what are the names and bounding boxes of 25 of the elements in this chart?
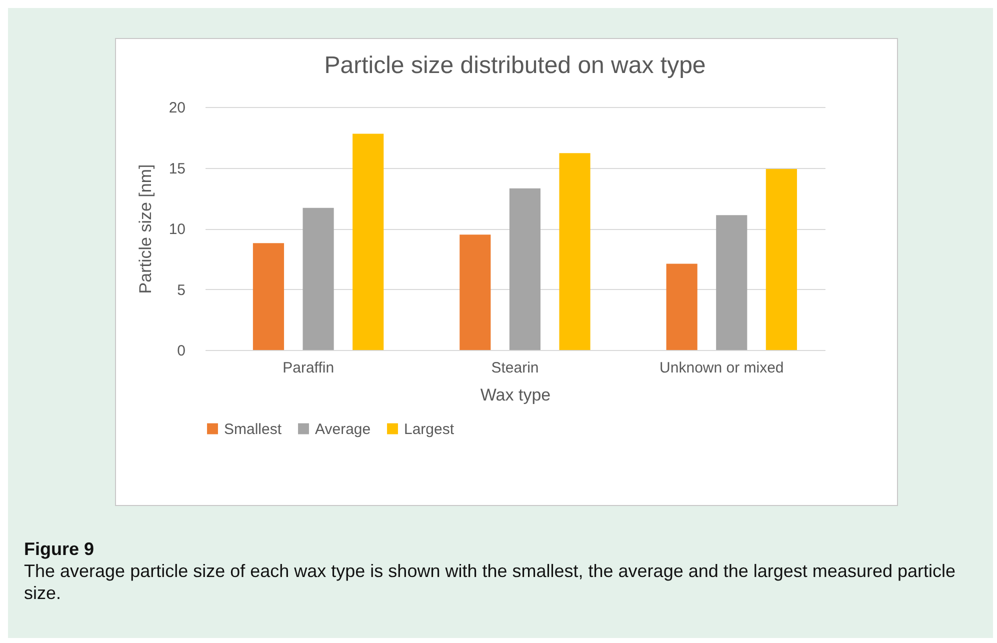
x-tick-label: Paraffin: [282, 360, 334, 376]
chart-title: Particle size distributed on wax type: [324, 52, 706, 79]
y-tick-label: 0: [177, 342, 186, 360]
y-tick-label: 20: [168, 100, 186, 116]
y-axis-title: Particle size [nm]: [136, 164, 155, 294]
x-tick-label: Stearin: [491, 360, 539, 376]
caption: Figure 9: [24, 538, 96, 560]
bar: [252, 243, 284, 350]
legend-label: Largest: [404, 420, 455, 438]
y-tick-label: 15: [168, 160, 186, 178]
bar: [509, 188, 540, 350]
text: The average particle size of each wax type is shown with the smallest, the average and the largest measured particle size.: [24, 560, 956, 604]
bar: [559, 153, 590, 350]
legend-label: Average: [315, 420, 371, 438]
legend-label: Smallest: [224, 420, 282, 438]
bar: [716, 215, 748, 350]
bar: [766, 168, 797, 350]
bar: [352, 134, 384, 350]
x-tick-label: Unknown or mixed: [660, 360, 784, 376]
y-tick-label: 10: [168, 221, 186, 238]
bar: [666, 264, 698, 350]
y-tick-label: 5: [177, 282, 186, 299]
bar: [460, 234, 491, 350]
bar: [302, 208, 334, 350]
x-axis-title: Wax type: [480, 386, 551, 404]
